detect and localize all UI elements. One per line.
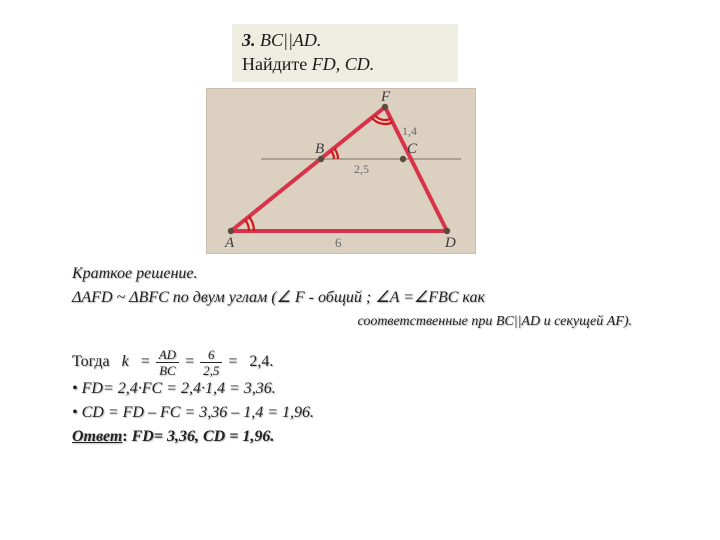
figure-svg: A D F B C 6 2,5 1,4	[207, 89, 475, 253]
k-line: Тогда k = AD BC = 6 2,5 = 2,4.	[72, 348, 672, 377]
svg-text:D: D	[444, 235, 456, 251]
svg-text:2,5: 2,5	[354, 162, 369, 176]
svg-text:C: C	[407, 141, 418, 157]
problem-line-1: 3. BC||AD.	[242, 28, 448, 52]
svg-text:B: B	[315, 141, 324, 157]
eq1: =	[141, 353, 150, 370]
svg-text:F: F	[380, 89, 391, 105]
corresponding-angles-note: соответственные при BC||AD и секущей AF)…	[72, 310, 632, 334]
find-prefix: Найдите	[242, 54, 307, 74]
geometry-figure: A D F B C 6 2,5 1,4	[206, 88, 476, 254]
eq3: =	[228, 353, 237, 370]
frac1-den: BC	[156, 363, 179, 377]
fd-calc-line: FD= 2,4·FC = 2,4·1,4 = 3,36.	[72, 377, 672, 401]
find-targets: FD, CD.	[312, 54, 375, 74]
solution-block: Краткое решение. ΔAFD ~ ΔBFC по двум угл…	[72, 262, 672, 449]
frac2-num: 6	[200, 348, 222, 363]
frac1-num: AD	[156, 348, 179, 363]
frac2-den: 2,5	[200, 363, 222, 377]
eq2: =	[185, 353, 194, 370]
answer-line: Ответ: FD= 3,36, CD = 1,96.	[72, 425, 672, 449]
similarity-text: ΔAFD ~ ΔBFC по двум углам (∠ F - общий ;…	[72, 289, 485, 306]
problem-given: BC||AD.	[260, 30, 321, 50]
answer-value: FD= 3,36, CD = 1,96.	[132, 428, 275, 445]
fraction-ad-bc: AD BC	[156, 348, 179, 377]
answer-label: Ответ	[72, 428, 122, 445]
problem-statement-box: 3. BC||AD. Найдите FD, CD.	[232, 24, 458, 82]
svg-text:A: A	[224, 235, 235, 251]
problem-number: 3.	[242, 30, 256, 50]
similarity-line: ΔAFD ~ ΔBFC по двум углам (∠ F - общий ;…	[72, 286, 672, 310]
k-var: k	[122, 353, 129, 370]
k-value: 2,4.	[249, 353, 273, 370]
answer-colon: :	[122, 428, 131, 445]
solution-heading: Краткое решение.	[72, 262, 672, 286]
svg-text:1,4: 1,4	[402, 124, 417, 138]
fraction-6-2p5: 6 2,5	[200, 348, 222, 377]
then-prefix: Тогда	[72, 353, 110, 370]
problem-line-2: Найдите FD, CD.	[242, 52, 448, 76]
svg-text:6: 6	[335, 235, 342, 250]
corr-text: соответственные при BC||AD и секущей AF)…	[357, 314, 632, 329]
cd-calc-line: CD = FD – FC = 3,36 – 1,4 = 1,96.	[72, 401, 672, 425]
